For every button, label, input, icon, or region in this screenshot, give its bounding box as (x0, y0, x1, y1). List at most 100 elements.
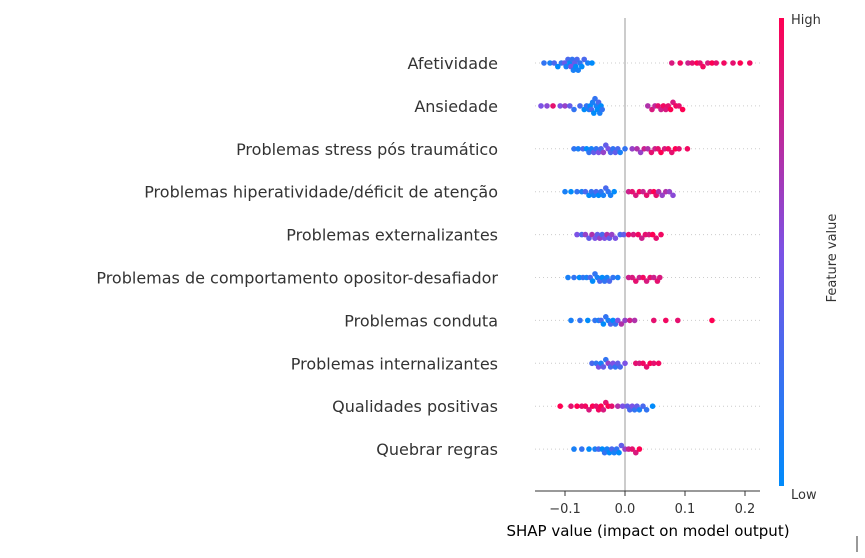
shap-point (637, 149, 644, 156)
shap-point (589, 278, 596, 284)
shap-point (589, 360, 595, 367)
shap-point (643, 192, 650, 199)
shap-point (709, 317, 715, 324)
shap-point (709, 60, 715, 66)
shap-point (615, 317, 621, 324)
shap-point (663, 317, 669, 324)
shap-point (622, 317, 628, 324)
shap-point (659, 192, 665, 199)
shap-point (685, 60, 691, 66)
shap-point (600, 407, 607, 413)
shap-point (649, 403, 656, 410)
shap-point (571, 274, 577, 281)
shap-point (713, 60, 719, 66)
shap-point (606, 278, 613, 284)
shap-point (643, 407, 650, 413)
feature-rows (535, 62, 760, 450)
shap-point (607, 192, 614, 199)
feature-labels: Afetividade Ansiedade Problemas stress pós… (96, 54, 498, 459)
shap-point (541, 60, 547, 66)
shap-point (629, 446, 635, 452)
shap-point (655, 188, 662, 195)
shap-point (721, 60, 727, 66)
feature-label: Problemas hiperatividade/déficit de aten… (144, 183, 498, 202)
shap-point (629, 146, 635, 152)
x-axis-label: SHAP value (impact on model output) (506, 522, 789, 540)
shap-point (574, 188, 580, 195)
shap-point (645, 146, 651, 152)
feature-label: Qualidades positivas (332, 397, 498, 416)
shap-point (669, 60, 675, 66)
colorbar (779, 18, 784, 486)
shap-point (639, 235, 645, 241)
x-axis-ticks: −0.1 0.0 0.1 0.2 (549, 491, 755, 517)
shap-point (585, 60, 591, 66)
shap-point (619, 403, 626, 410)
shap-point (737, 60, 743, 66)
shap-point (618, 321, 625, 327)
shap-point (563, 63, 569, 70)
shap-point (667, 106, 674, 113)
shap-point (634, 146, 640, 152)
shap-point (665, 146, 671, 152)
shap-point (640, 274, 646, 281)
shap-point (579, 63, 585, 70)
shap-point (547, 60, 553, 66)
shap-point (666, 188, 673, 195)
shap-point (586, 407, 592, 413)
shap-point (651, 274, 657, 281)
shap-point (625, 231, 632, 238)
shap-point (544, 103, 550, 109)
shap-point (599, 106, 605, 113)
shap-point (675, 317, 681, 324)
shap-point (577, 103, 583, 109)
shap-point (629, 188, 635, 195)
shap-point (633, 278, 639, 284)
shap-point (591, 110, 597, 116)
shap-point (676, 146, 682, 152)
shap-point (655, 360, 662, 367)
shap-point (600, 149, 607, 156)
shap-point (615, 274, 621, 281)
x-tick-label: 0.2 (735, 502, 756, 517)
shap-point (582, 231, 589, 238)
shap-point (633, 449, 639, 456)
shap-point (568, 188, 574, 195)
shap-point (640, 188, 646, 195)
shap-point (610, 274, 616, 281)
shap-point (645, 103, 651, 109)
feature-label: Problemas externalizantes (286, 226, 498, 245)
shap-point (571, 106, 577, 113)
shap-point (669, 149, 675, 156)
shap-point (630, 231, 637, 238)
shap-point (643, 364, 650, 370)
feature-label: Problemas internalizantes (291, 354, 498, 373)
shap-point (574, 231, 580, 238)
shap-point (635, 231, 641, 238)
shap-point (747, 60, 753, 66)
shap-point (653, 235, 659, 241)
shap-point (586, 446, 592, 452)
shap-point (679, 106, 686, 113)
shap-point (565, 274, 571, 281)
shap-point (592, 95, 598, 102)
shap-point (567, 103, 573, 109)
shap-point (648, 149, 655, 156)
shap-point (658, 231, 664, 238)
shap-point (609, 231, 615, 238)
shap-point (589, 60, 595, 66)
shap-point (550, 103, 556, 109)
shap-point (617, 149, 623, 156)
shap-point (636, 407, 643, 413)
shap-point (622, 360, 628, 367)
shap-point (689, 60, 695, 66)
shap-point (649, 231, 656, 238)
shap-point (571, 146, 577, 152)
shap-point (618, 442, 625, 449)
shap-point (575, 67, 581, 73)
shap-point (581, 56, 587, 63)
shap-point (651, 317, 657, 324)
shap-point (640, 360, 646, 367)
shap-point (575, 146, 581, 152)
